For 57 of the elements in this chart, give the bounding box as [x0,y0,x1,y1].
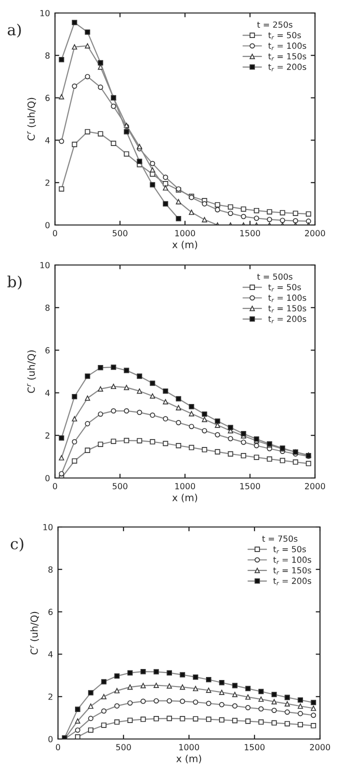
y-tick-label: 2 [45,432,50,439]
y-tick-label: 8 [48,566,53,573]
legend-label: t$_{r}$ = 100s [268,294,306,302]
x-tick-label: 1000 [175,483,196,490]
legend-label: t$_{r}$ = 200s [268,64,306,72]
y-tick-label: 6 [45,347,50,354]
legend-label: t$_{r}$ = 50s [273,546,306,554]
legend-label: t$_{r}$ = 150s [268,305,306,313]
legend-label: t$_{r}$ = 100s [273,556,312,564]
x-axis-title: x (m) [172,240,198,250]
x-axis-title: x (m) [172,494,198,502]
legend-label: t$_{r}$ = 200s [273,578,312,586]
y-tick-label: 0 [45,222,50,228]
x-tick-label: 0 [52,230,58,236]
x-tick-label: 0 [52,483,58,490]
x-tick-label: 500 [112,230,128,236]
legend-label: t$_{r}$ = 150s [273,567,312,575]
y-tick-label: 6 [45,94,50,102]
y-axis-title: C$^{r}$ (uh/Q) [30,612,39,654]
x-tick-label: 2000 [310,744,330,750]
x-tick-label: 1000 [175,230,196,236]
y-axis-title: C$^{r}$ (uh/Q) [27,98,36,140]
x-tick-label: 500 [112,483,128,490]
y-tick-label: 10 [40,262,50,268]
text: b) [7,276,22,290]
x-axis-title: x (m) [176,754,202,764]
legend-label: t$_{r}$ = 50s [268,32,301,40]
y-tick-label: 4 [45,390,50,396]
text: c) [10,538,24,552]
x-tick-label: 500 [116,744,131,750]
x-tick-label: 1500 [240,483,260,490]
x-tick-label: 2000 [305,483,326,490]
y-tick-label: 8 [45,304,50,311]
y-tick-label: 2 [45,180,50,186]
text: a) [8,24,21,38]
y-tick-label: 10 [40,10,50,16]
legend-title: t = 750s [262,535,298,542]
legend-label: t$_{r}$ = 150s [268,53,306,61]
y-tick-label: 6 [48,608,53,616]
y-tick-label: 0 [48,736,53,742]
legend-title: t = 250s [257,21,292,28]
x-tick-label: 1500 [240,230,260,236]
x-tick-label: 2000 [305,230,326,236]
legend-label: t$_{r}$ = 50s [268,284,301,292]
x-tick-label: 0 [56,744,60,750]
legend-label: t$_{r}$ = 100s [268,42,306,50]
y-tick-label: 10 [43,524,53,530]
y-tick-label: 4 [45,137,50,144]
y-tick-label: 0 [45,474,50,482]
y-tick-label: 4 [48,651,53,658]
y-axis-title: C$^{r}$ (uh/Q) [27,350,36,393]
y-tick-label: 8 [45,52,50,59]
legend-label: t$_{r}$ = 200s [268,316,306,324]
y-tick-label: 2 [48,694,52,700]
x-tick-label: 1000 [179,744,200,750]
legend-title: t = 500s [257,273,292,280]
x-tick-label: 1500 [244,744,265,750]
